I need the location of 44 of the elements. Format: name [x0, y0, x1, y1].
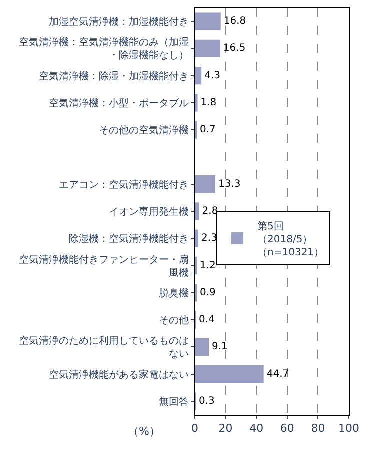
bar [195, 202, 200, 220]
y-tick-label: 除湿機：空気清浄機能付き [69, 233, 189, 246]
y-tick-label: その他 [159, 314, 189, 327]
bar [195, 230, 199, 248]
x-tick-label: 60 [280, 422, 294, 436]
data-label: 0.9 [200, 287, 216, 298]
x-tick-label: 80 [311, 422, 326, 436]
x-tick-label: 0 [192, 422, 198, 436]
y-tick-label: エアコン：空気清浄機能付き [59, 178, 189, 191]
y-tick-label: 空気清浄機能がある家電はない [49, 368, 189, 381]
bar [195, 67, 202, 85]
y-tick-label: 加湿空気清浄機：加湿機能付き [49, 16, 189, 28]
data-label: 0.7 [200, 124, 216, 136]
bar [195, 12, 221, 30]
data-label: 13.3 [218, 178, 241, 190]
data-label: 1.2 [200, 260, 216, 272]
legend-label: 第5回（2018/5）（n=10321） [258, 220, 324, 258]
y-tick-label: 空気清浄機：除湿・加湿機能付き [39, 70, 189, 82]
y-tick-label: 無回答 [159, 396, 189, 408]
y-tick-label: 空気清浄機能付きファンヒーター・扇風機 [19, 254, 189, 279]
bar [195, 176, 216, 194]
y-tick-label: その他の空気清浄機 [99, 124, 189, 137]
x-tick-label: 20 [218, 422, 233, 436]
bar [195, 94, 198, 112]
data-label: 0.3 [199, 396, 215, 407]
bar [195, 338, 210, 356]
data-label: 1.8 [200, 97, 217, 108]
data-label: 0.4 [199, 314, 215, 326]
y-tick-label: 脱臭機 [159, 287, 189, 300]
data-label: 16.8 [224, 16, 246, 28]
data-label: 4.3 [204, 70, 221, 82]
y-tick-label: 空気清浄機：小型・ポータブル [49, 97, 189, 110]
bar [195, 365, 264, 384]
x-tick-label: 40 [250, 422, 264, 436]
data-label: 16.5 [223, 43, 246, 54]
y-tick-label: 空気清浄のために利用しているものはない [19, 335, 189, 360]
data-label: 9.1 [212, 342, 228, 353]
data-label: 2.3 [202, 233, 218, 244]
data-label: 44.7 [266, 368, 290, 380]
x-axis-title: （%） [128, 425, 160, 438]
y-tick-label: 空気清浄機：空気清浄機能のみ（加湿・除湿機能なし） [19, 36, 189, 62]
bar [195, 40, 220, 58]
x-tick-label: 100 [338, 422, 360, 436]
y-tick-label: イオン専用発生機 [109, 206, 189, 218]
